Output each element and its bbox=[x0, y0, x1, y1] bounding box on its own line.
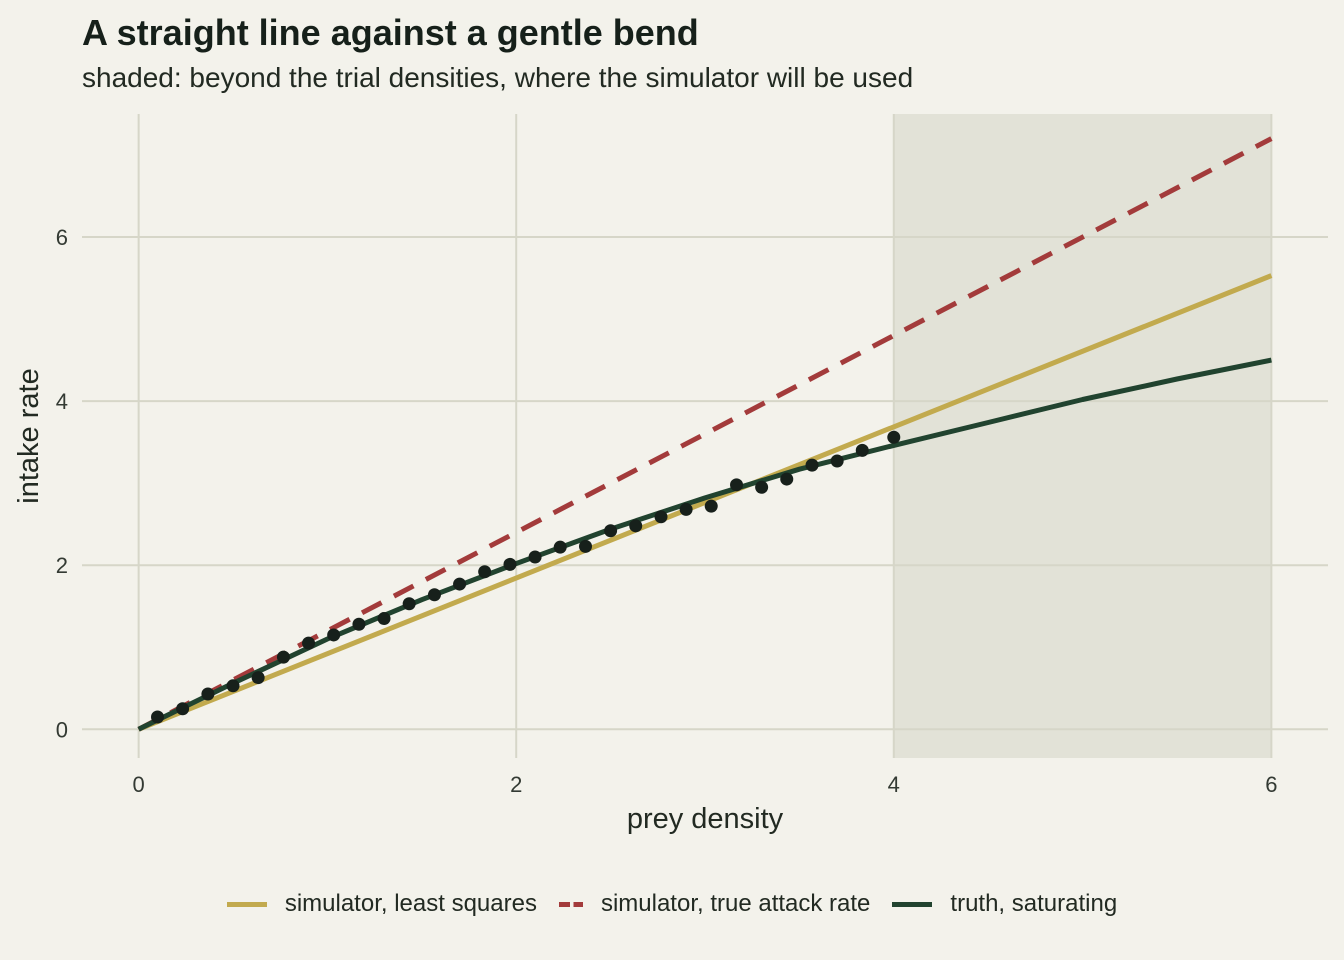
data-point bbox=[427, 588, 441, 602]
data-point bbox=[629, 519, 643, 533]
shade-layer bbox=[893, 114, 1272, 758]
data-point bbox=[302, 636, 316, 650]
data-point bbox=[226, 679, 240, 693]
data-point bbox=[402, 597, 416, 611]
series-line-truth-saturating bbox=[137, 357, 1272, 732]
x-tick-label: 4 bbox=[888, 772, 900, 797]
x-tick-label: 6 bbox=[1265, 772, 1277, 797]
data-point bbox=[478, 565, 492, 579]
y-axis-label: intake rate bbox=[13, 368, 45, 503]
data-point bbox=[830, 454, 844, 468]
data-point bbox=[377, 612, 391, 626]
data-point bbox=[151, 710, 165, 724]
data-point bbox=[251, 671, 265, 685]
data-point bbox=[654, 510, 668, 524]
y-tick-label: 2 bbox=[56, 553, 68, 578]
y-tick-label: 0 bbox=[56, 717, 68, 742]
data-point bbox=[276, 650, 290, 664]
data-point bbox=[578, 539, 592, 553]
data-point bbox=[553, 540, 567, 554]
series-layer bbox=[137, 136, 1273, 732]
data-point bbox=[453, 577, 467, 591]
x-axis-label: prey density bbox=[627, 803, 784, 835]
data-point bbox=[528, 550, 542, 564]
series-line-true-attack-rate bbox=[137, 136, 1273, 732]
legend-swatch-true-attack-rate bbox=[558, 901, 583, 907]
legend-label-least-squares: simulator, least squares bbox=[284, 890, 537, 917]
legend-swatch-truth-saturating bbox=[892, 901, 933, 907]
x-tick-label: 0 bbox=[133, 772, 145, 797]
x-tick-label: 2 bbox=[510, 772, 522, 797]
data-point bbox=[780, 472, 794, 486]
tick-layer: 0 2 4 6 0 2 4 6 bbox=[56, 225, 1278, 797]
grid-layer bbox=[82, 114, 1328, 758]
legend-label-true-attack-rate: simulator, true attack rate bbox=[600, 890, 871, 917]
chart-subtitle: shaded: beyond the trial densities, wher… bbox=[82, 62, 914, 93]
data-point bbox=[503, 557, 517, 571]
data-point bbox=[805, 458, 819, 472]
chart-title: A straight line against a gentle bend bbox=[82, 12, 699, 53]
legend: simulator, least squares simulator, true… bbox=[0, 890, 1344, 918]
data-point bbox=[855, 443, 869, 457]
legend-swatch-least-squares bbox=[226, 901, 267, 907]
data-point bbox=[327, 628, 341, 642]
data-point bbox=[352, 617, 366, 631]
data-point bbox=[679, 502, 693, 516]
legend-item-truth-saturating: truth, saturating bbox=[892, 890, 1117, 918]
points-layer bbox=[151, 430, 901, 724]
data-point bbox=[604, 524, 618, 538]
shaded-extrapolation-region bbox=[893, 114, 1272, 758]
data-point bbox=[201, 687, 215, 701]
y-tick-label: 6 bbox=[56, 225, 68, 250]
legend-item-true-attack-rate: simulator, true attack rate bbox=[558, 890, 871, 918]
data-point bbox=[176, 702, 190, 716]
data-point bbox=[887, 430, 901, 444]
series-line-least-squares bbox=[137, 273, 1273, 732]
data-point bbox=[730, 478, 744, 492]
data-point bbox=[704, 499, 718, 513]
legend-label-truth-saturating: truth, saturating bbox=[950, 890, 1118, 917]
data-point bbox=[755, 480, 769, 494]
legend-item-least-squares: simulator, least squares bbox=[226, 890, 537, 918]
y-tick-label: 4 bbox=[56, 389, 68, 414]
